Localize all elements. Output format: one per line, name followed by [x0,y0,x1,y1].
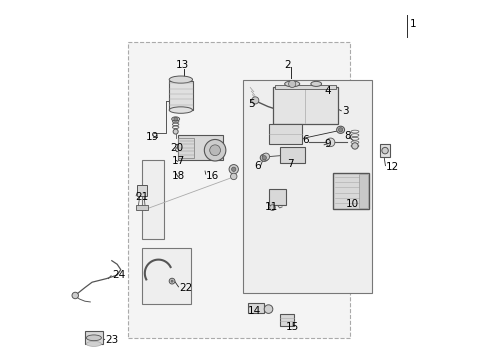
Text: 21: 21 [135,192,148,202]
Bar [280,315,293,326]
Circle shape [251,97,258,104]
Text: 2: 2 [284,60,290,70]
Text: 22: 22 [179,283,192,293]
Circle shape [338,128,342,132]
Bar [142,248,190,304]
Text: 4: 4 [324,86,330,96]
Text: 9: 9 [324,139,330,149]
Text: 6: 6 [301,135,308,145]
Bar [359,174,367,208]
Ellipse shape [169,76,192,83]
Text: 1: 1 [408,19,415,29]
Circle shape [204,139,225,161]
Bar [280,147,305,163]
Circle shape [209,145,220,156]
Text: 20: 20 [170,143,183,153]
Circle shape [228,165,238,174]
Circle shape [169,278,175,284]
Circle shape [262,153,269,160]
Ellipse shape [169,107,192,113]
Circle shape [174,117,177,121]
Ellipse shape [86,335,101,341]
Text: 18: 18 [172,171,185,181]
Text: 12: 12 [386,162,399,172]
Circle shape [171,280,173,282]
Text: 8: 8 [344,131,350,141]
Circle shape [325,138,334,147]
Circle shape [269,205,275,211]
Text: 14: 14 [247,306,261,316]
Ellipse shape [171,117,179,121]
Bar [136,205,147,211]
Text: 13: 13 [175,60,188,70]
Text: 24: 24 [112,270,125,280]
Circle shape [381,147,387,154]
Ellipse shape [310,81,321,86]
Bar [273,87,337,125]
Text: 23: 23 [105,334,119,345]
Bar [247,303,264,314]
Ellipse shape [260,154,267,161]
Circle shape [264,305,272,314]
Circle shape [288,80,295,87]
Bar [137,185,147,196]
Bar [85,331,102,344]
Bar [178,138,194,158]
Bar [242,80,371,293]
Bar [142,160,163,239]
Ellipse shape [336,126,344,134]
Text: 15: 15 [285,322,298,332]
Ellipse shape [86,341,101,346]
Text: 5: 5 [247,99,254,109]
Bar [274,85,335,89]
Text: 19: 19 [146,132,159,142]
Text: 3: 3 [341,106,348,116]
Text: 10: 10 [346,199,358,210]
Bar [333,173,368,209]
Bar [268,189,285,205]
Bar [169,81,192,110]
Bar [268,125,301,144]
Circle shape [230,173,237,180]
Circle shape [351,143,357,149]
Text: 6: 6 [254,161,260,171]
Circle shape [262,156,266,160]
Text: 16: 16 [206,171,219,181]
Text: 11: 11 [264,202,277,212]
Text: 17: 17 [172,156,185,166]
Bar [128,42,349,338]
Circle shape [231,167,235,171]
Circle shape [173,129,178,134]
Circle shape [72,292,78,299]
Bar [379,144,389,157]
Bar [178,135,223,160]
Ellipse shape [284,81,299,87]
Text: 7: 7 [286,159,293,169]
